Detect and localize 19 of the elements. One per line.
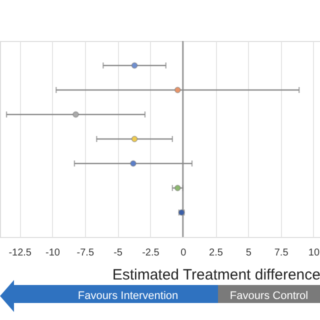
point [174,184,181,192]
text: Favours Control [230,290,308,302]
x-tick-label: -12.5 [8,248,32,258]
point [72,111,79,118]
x-tick-label: 10 [308,248,320,258]
x-tick-label: 0 [180,248,187,258]
point [174,86,181,94]
point [131,62,138,69]
text: Favours Intervention [78,290,178,302]
x-tick-label: -5 [114,248,123,258]
x-tick-label: -2.5 [142,248,160,258]
x-tick-label: -10 [46,248,60,258]
x-tick-label: 7.5 [274,248,289,258]
point [130,160,136,167]
x-axis-title: Estimated Treatment difference [112,266,320,284]
x-tick-label: 5 [246,248,252,258]
x-tick-label: 2.5 [209,248,224,258]
x-tick-label: -7.5 [76,248,94,258]
point [131,136,138,142]
